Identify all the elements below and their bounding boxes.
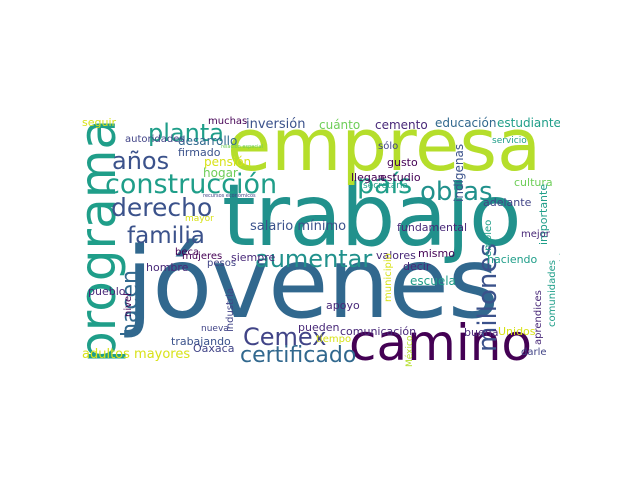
word-municipio: municipio xyxy=(383,253,394,302)
word-educacion: educación xyxy=(435,116,497,130)
word-buena: buena xyxy=(464,326,499,339)
word-apoyo: apoyo xyxy=(326,299,360,312)
word-pais: país xyxy=(357,169,413,200)
word-pueblo: pueblo xyxy=(88,285,126,298)
word-llegan: llegan xyxy=(351,171,385,184)
word-cloud: jóvenes trabajo empresa programa camino … xyxy=(80,107,560,371)
word-trabajo: trabajo xyxy=(222,166,522,266)
word-escuela: escuela xyxy=(410,274,456,288)
word-recursos-economicos: recursos económicos xyxy=(203,193,256,199)
word-beca: beca xyxy=(175,247,200,258)
word-decir: decir xyxy=(403,260,431,273)
word-relacion-especial: relación especial xyxy=(221,144,263,150)
word-mismo: mismo xyxy=(418,247,455,260)
word-seguir: seguir xyxy=(82,116,117,129)
word-firmado: firmado xyxy=(178,146,221,159)
word-pesos: pesos xyxy=(207,258,237,269)
word-indigenas: indígenas xyxy=(452,143,466,202)
word-mujeres: mujeres xyxy=(182,251,223,262)
word-adultos-mayores: adultos mayores xyxy=(82,347,191,362)
word-cemex: Cemex xyxy=(243,323,327,351)
word-planta: planta xyxy=(148,119,224,147)
word-autoridades: autoridades xyxy=(125,134,185,145)
word-pueden: pueden xyxy=(298,321,340,334)
word-obras: obras xyxy=(420,177,493,207)
word-familia: familia xyxy=(127,223,205,249)
word-pension: pensión xyxy=(204,155,252,169)
word-mejor: mejor xyxy=(521,229,550,240)
word-comunicacion: comunicación xyxy=(340,325,417,338)
word-nivel: nivel xyxy=(123,293,134,317)
word-unidos: Unidos xyxy=(498,325,536,338)
word-nueva: nueva xyxy=(201,324,229,334)
word-secretaria: secretaría xyxy=(363,181,408,191)
word-camino: camino xyxy=(349,314,533,371)
word-anos: años xyxy=(112,147,170,175)
word-hombre: hombre xyxy=(146,261,189,274)
word-mexico: México xyxy=(405,335,415,367)
word-salario-minimo: salario mínimo xyxy=(250,219,347,234)
word-cemento: cemento xyxy=(375,118,428,132)
word-jovenes: jóvenes xyxy=(126,227,499,341)
word-darle: darle xyxy=(521,347,547,358)
word-haciendo: haciendo xyxy=(487,253,538,266)
word-inversion: inversión xyxy=(246,117,306,132)
word-solo: sólo xyxy=(378,141,399,152)
word-muchas: muchas xyxy=(208,116,248,127)
word-mayor: mayor xyxy=(185,214,214,224)
word-adelante: adelante xyxy=(483,196,532,209)
word-desarrollo: desarrollo xyxy=(178,134,238,148)
word-fundamental: fundamental xyxy=(397,221,468,234)
word-cuanto: cuánto xyxy=(319,118,361,132)
word-valores: valores xyxy=(376,249,416,262)
word-comunidades: comunidades xyxy=(547,260,558,327)
word-tiempo: tiempo xyxy=(316,334,352,345)
word-empresa: empresa xyxy=(227,107,542,187)
word-construccion: construcción xyxy=(105,169,278,200)
word-gusto: gusto xyxy=(387,156,418,169)
word-trabajando: trabajando xyxy=(171,335,231,348)
word-certificado: certificado xyxy=(240,343,357,368)
word-oaxaca: Oaxaca xyxy=(193,342,235,355)
word-servicio: servicio xyxy=(492,136,527,146)
word-empleo: empleo xyxy=(483,219,494,257)
word-hogar: hogar xyxy=(203,166,238,180)
word-siempre: siempre xyxy=(231,251,276,264)
word-estudio: estudio xyxy=(380,171,421,184)
word-aumentar: aumentar xyxy=(255,245,373,273)
word-derecho: derecho xyxy=(111,193,213,222)
word-cultura: cultura xyxy=(514,176,553,189)
